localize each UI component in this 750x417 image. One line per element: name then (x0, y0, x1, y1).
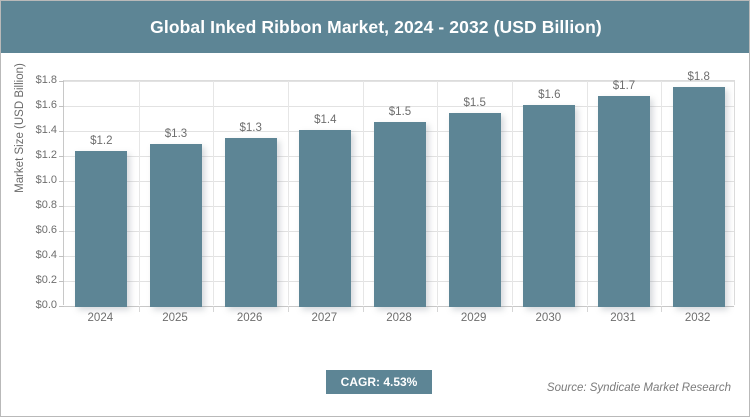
bar-slot: $1.6 (512, 81, 587, 307)
bar-value-label: $1.4 (314, 114, 337, 126)
y-axis-tick-label: $1.4 (35, 124, 57, 136)
bar-value-label: $1.3 (239, 121, 262, 134)
category-divider-tick (512, 306, 513, 312)
bar-slot: $1.7 (587, 79, 662, 307)
bar-slot: $1.4 (288, 81, 363, 307)
y-axis-tick-mark (59, 181, 64, 182)
chart-header: Global Inked Ribbon Market, 2024 - 2032 … (1, 1, 749, 53)
x-axis-tick-label: 2031 (610, 312, 636, 324)
bar[interactable] (672, 86, 725, 307)
bar-slot: $1.5 (437, 81, 512, 307)
category-divider-tick (138, 306, 140, 312)
y-axis-tick-labels: $0.0 $0.2 $0.4 $0.6 $0.8 $1.0 $1.2 $1.4 $1.6 $1.8 (1, 74, 57, 311)
x-axis-tick-label: 2026 (236, 312, 263, 324)
category-divider (288, 81, 289, 305)
category-divider (213, 81, 215, 305)
bar-value-label: $1.2 (90, 135, 113, 148)
x-axis-tick-label: 2028 (386, 312, 412, 324)
y-axis-tick-label: $0.4 (35, 249, 57, 261)
x-axis-tick-label: 2030 (535, 312, 562, 324)
category-divider (512, 81, 513, 305)
y-axis-tick-label: $0.0 (35, 299, 57, 311)
y-axis-tick-label: $0.6 (35, 224, 57, 236)
y-axis-tick-mark (59, 306, 64, 307)
bar[interactable] (373, 121, 426, 307)
category-divider (586, 81, 588, 305)
bar-value-label: $1.6 (538, 89, 561, 101)
bar-slot: $1.5 (363, 81, 438, 307)
y-axis-tick-mark (59, 206, 64, 207)
category-divider (138, 81, 140, 305)
bar-slot: $1.2 (64, 81, 139, 307)
category-divider-tick (213, 306, 215, 312)
bar[interactable] (224, 137, 277, 307)
y-axis-tick-mark (59, 231, 64, 232)
gridline (64, 81, 734, 82)
plot-area: $1.2 $1.3 $1.3 $1.4 $1.5 $1.5 $1.6 $1.7 $1.8 (59, 71, 736, 312)
category-divider-tick (288, 306, 289, 312)
bar[interactable] (523, 105, 576, 307)
x-axis-tick-label: 2027 (311, 312, 338, 324)
gridline (64, 106, 734, 107)
y-axis-tick-mark (59, 156, 64, 157)
bar-value-label: $1.8 (687, 70, 710, 83)
x-axis-tick-labels: 2024 2025 2026 2027 2028 2029 2030 2031 2032 (63, 312, 735, 330)
x-axis-tick-label: 2032 (684, 312, 711, 324)
bar-value-label: $1.5 (388, 105, 412, 118)
bar-value-label: $1.7 (612, 79, 636, 92)
bar[interactable] (75, 151, 128, 307)
bar[interactable] (597, 95, 650, 307)
category-divider (362, 81, 364, 305)
x-axis-tick-label: 2024 (87, 312, 114, 324)
page-title: Global Inked Ribbon Market, 2024 - 2032 … (150, 16, 602, 37)
bar[interactable] (448, 113, 501, 307)
category-divider-tick (586, 306, 588, 312)
source-note: Source: Syndicate Market Research (546, 382, 731, 394)
category-divider-tick (437, 306, 439, 312)
y-axis-tick-label: $0.8 (35, 199, 57, 211)
category-divider-tick (362, 306, 364, 312)
category-divider (437, 81, 439, 305)
bar-value-label: $1.3 (164, 128, 188, 141)
y-axis-tick-label: $1.6 (35, 99, 57, 111)
y-axis-tick-label: $1.8 (35, 74, 57, 86)
y-axis-tick-label: $0.2 (35, 274, 57, 286)
bar[interactable] (149, 144, 202, 307)
bar-slot: $1.3 (213, 81, 288, 307)
y-axis-tick-mark (59, 81, 64, 82)
y-axis-tick-mark (59, 131, 64, 132)
y-axis-tick-label: $1.2 (35, 149, 57, 161)
cagr-badge: CAGR: 4.53% (326, 370, 432, 394)
y-axis-tick-mark (59, 106, 64, 107)
category-divider (661, 81, 663, 305)
bar-slot: $1.8 (661, 71, 736, 307)
bar-value-label: $1.5 (463, 97, 486, 110)
y-axis-tick-mark (59, 281, 64, 282)
y-axis-tick-mark (59, 256, 64, 257)
bar[interactable] (299, 130, 352, 307)
x-axis-tick-label: 2025 (162, 312, 188, 324)
y-axis-tick-label: $1.0 (35, 174, 57, 186)
x-axis-tick-label: 2029 (460, 312, 487, 324)
bar-slot: $1.3 (139, 81, 214, 307)
category-divider-tick (661, 306, 663, 312)
